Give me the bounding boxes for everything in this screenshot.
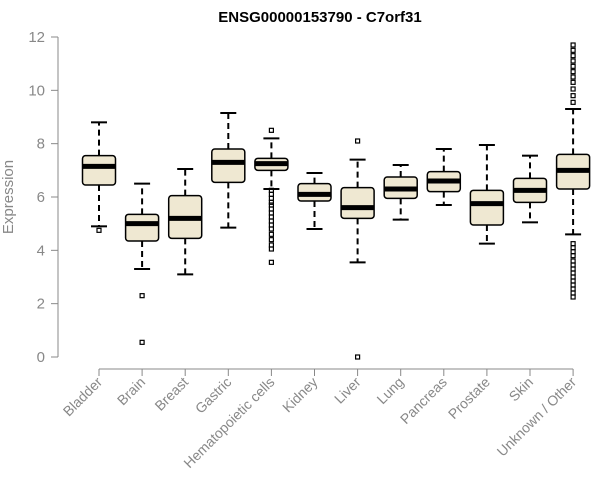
- outlier-point: [570, 282, 576, 288]
- outlier-point: [268, 259, 274, 265]
- outlier-point: [268, 237, 274, 243]
- outlier-point: [268, 210, 274, 216]
- y-axis: 0 2 4 6 8 10 12: [28, 29, 59, 366]
- y-tick-label: 10: [28, 82, 45, 99]
- outlier-point: [139, 293, 145, 299]
- box-group: [297, 172, 332, 230]
- x-tick-label: Breast: [151, 374, 191, 414]
- x-tick-label: Bladder: [60, 374, 106, 420]
- x-tick-label: Unknown / Other: [494, 374, 580, 460]
- outlier-point: [139, 339, 145, 345]
- box-group: [211, 112, 246, 229]
- outlier-point: [570, 270, 576, 276]
- outlier-point: [96, 227, 102, 233]
- outlier-point: [570, 290, 576, 296]
- outlier-point: [268, 202, 274, 208]
- y-tick-label: 0: [37, 349, 45, 366]
- chart-title: ENSG00000153790 - C7orf31: [218, 9, 421, 26]
- outlier-point: [570, 47, 576, 53]
- outlier-point: [268, 199, 274, 205]
- outlier-point: [570, 274, 576, 280]
- outlier-point: [570, 58, 576, 64]
- box-group: [512, 154, 548, 224]
- y-axis-label: Expression: [0, 160, 17, 234]
- y-tick-label: 2: [37, 296, 45, 313]
- box-iqr: [469, 189, 505, 226]
- outlier-point: [570, 63, 576, 69]
- y-tick-label: 8: [37, 136, 45, 153]
- x-tick-label: Brain: [114, 374, 148, 408]
- outlier-point: [268, 226, 274, 232]
- outlier-point: [268, 246, 274, 252]
- box-group: [426, 148, 462, 206]
- outlier-point: [268, 206, 274, 212]
- x-tick-label: Prostate: [445, 374, 493, 422]
- boxes-layer: [81, 42, 591, 360]
- outlier-point: [268, 222, 274, 228]
- outlier-point: [268, 218, 274, 224]
- outlier-point: [570, 253, 576, 259]
- box-iqr: [340, 186, 375, 220]
- x-tick-label: Liver: [331, 374, 364, 407]
- x-tick-label: Pancreas: [397, 374, 450, 427]
- outlier-point: [570, 249, 576, 255]
- outlier-point: [268, 231, 274, 237]
- outlier-point: [570, 241, 576, 247]
- box-group: [124, 182, 160, 345]
- outlier-point: [268, 127, 274, 133]
- box-iqr: [81, 154, 117, 186]
- outlier-point: [570, 294, 576, 300]
- outlier-point: [570, 86, 576, 92]
- outlier-point: [570, 74, 576, 80]
- outlier-point: [570, 79, 576, 85]
- outlier-point: [355, 354, 361, 360]
- x-tick-label: Lung: [373, 374, 406, 407]
- box-group: [81, 121, 117, 233]
- outlier-point: [570, 286, 576, 292]
- box-group: [167, 168, 203, 276]
- box-group: [555, 42, 591, 300]
- outlier-point: [570, 278, 576, 284]
- y-tick-label: 12: [28, 29, 45, 46]
- outlier-point: [355, 138, 361, 144]
- outlier-point: [268, 195, 274, 201]
- outlier-point: [268, 242, 274, 248]
- box-group: [254, 127, 289, 265]
- x-tick-label: Skin: [506, 374, 537, 405]
- outlier-point: [570, 99, 576, 105]
- outlier-point: [570, 69, 576, 75]
- outlier-point: [570, 266, 576, 272]
- x-tick-label: Kidney: [279, 374, 321, 416]
- outlier-point: [570, 258, 576, 264]
- outlier-point: [570, 53, 576, 59]
- outlier-point: [570, 93, 576, 99]
- outlier-point: [268, 214, 274, 220]
- y-tick-label: 6: [37, 189, 45, 206]
- outlier-point: [570, 262, 576, 268]
- box-iqr: [124, 213, 160, 242]
- y-tick-label: 4: [37, 242, 45, 259]
- box-group: [340, 138, 375, 360]
- outlier-point: [268, 191, 274, 197]
- box-iqr: [211, 148, 246, 184]
- outlier-point: [570, 245, 576, 251]
- box-group: [383, 164, 418, 221]
- outlier-point: [570, 42, 576, 48]
- x-tick-label: Gastric: [192, 374, 235, 417]
- box-group: [469, 144, 505, 245]
